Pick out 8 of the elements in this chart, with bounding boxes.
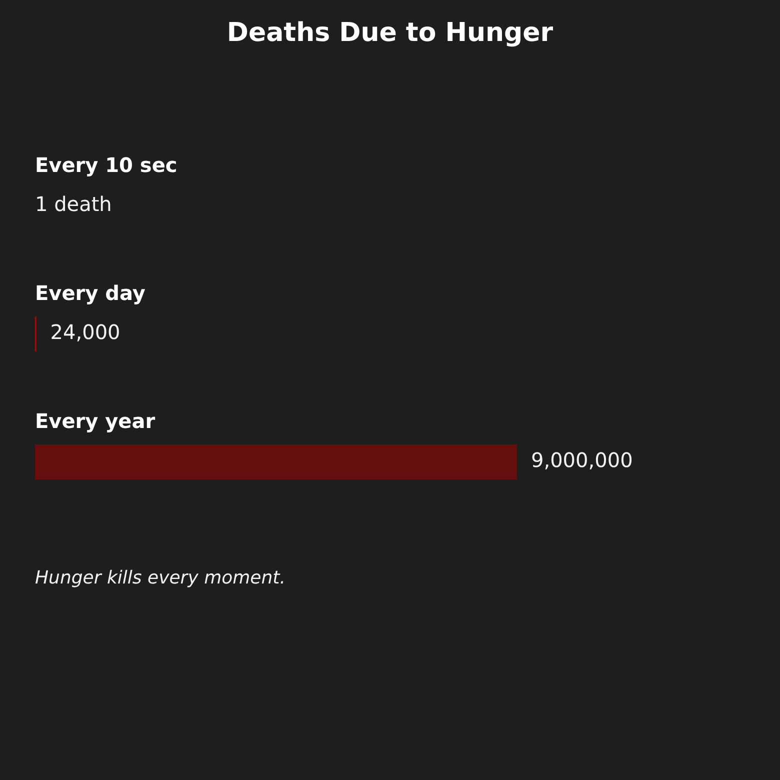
y-tick-label: Every day xyxy=(35,281,146,306)
data-label: 9,000,000 xyxy=(531,448,633,472)
y-tick-label: Every year xyxy=(35,409,156,434)
text: Hunger kills every moment. xyxy=(35,568,286,589)
data-label: 24,000 xyxy=(50,320,120,344)
y-tick-label: Every 10 sec xyxy=(35,153,178,178)
data-label: 1 death xyxy=(35,192,112,216)
chart-title: Deaths Due to Hunger xyxy=(226,18,554,48)
